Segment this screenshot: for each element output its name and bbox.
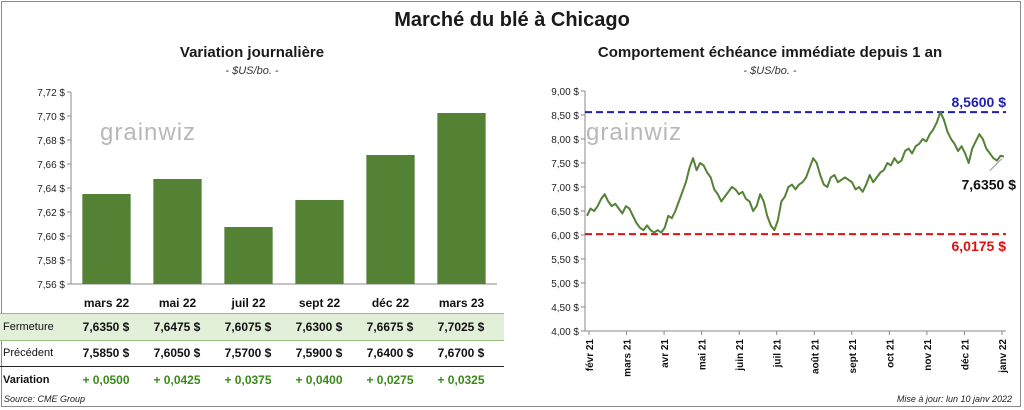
left-chart-title: Variation journalière [179, 44, 325, 61]
x-tick-label: juil 21 [773, 339, 784, 369]
y-tick-label: 6,50 $ [551, 207, 579, 218]
bar [295, 200, 344, 284]
x-tick-label: nov 21 [923, 339, 934, 371]
table-row-label: Variation [3, 374, 50, 386]
table-row-fermeture: Fermeture 7,6350 $ 7,6475 $ 7,6075 $ 7,6… [0, 313, 504, 341]
update-note: Mise à jour: lun 10 janv 2022 [896, 394, 1012, 404]
table-row-label: Précédent [3, 347, 54, 359]
table-cell-positive: + 0,0500 [82, 373, 130, 387]
y-tick-label: 7,72 $ [37, 88, 65, 99]
x-tick-label: oct 21 [885, 339, 896, 368]
table-cell: 7,5850 $ [82, 346, 130, 360]
table-cell: 7,6400 $ [366, 346, 414, 360]
low-label: 6,0175 $ [952, 238, 1007, 254]
x-tick-label: sept 22 [299, 296, 341, 310]
y-tick-label: 7,58 $ [37, 256, 65, 267]
table-cell: 7,6050 $ [153, 346, 201, 360]
table-cell: 7,6350 $ [82, 320, 130, 334]
x-tick-label: sept 21 [848, 339, 859, 374]
x-tick-label: déc 21 [960, 339, 971, 371]
bar [82, 194, 131, 284]
x-tick-label: déc 22 [372, 296, 410, 310]
x-tick-label: mars 22 [84, 296, 130, 310]
x-tick-label: juil 22 [230, 296, 265, 310]
table-cell: 7,6675 $ [366, 320, 414, 334]
table-cell: 7,6475 $ [153, 320, 201, 334]
y-tick-label: 6,00 $ [551, 231, 579, 242]
x-tick-label: févr 21 [585, 339, 596, 372]
table-row-label: Fermeture [3, 321, 54, 333]
line-chart: grainwiz 4,00 $ 4,50 $ 5,00 $ 5,50 $ 6,00 $ 6… [551, 87, 1017, 377]
table-cell: 7,6075 $ [224, 320, 272, 334]
y-tick-label: 8,00 $ [551, 135, 579, 146]
bar-chart: grainwiz 7,56 $ 7,58 $ 7,60 $ 7,62 $ 7,64 $ 7… [37, 88, 497, 310]
table-cell: 7,6700 $ [437, 346, 485, 360]
y-tick-label: 7,70 $ [37, 112, 65, 123]
table-cell-positive: + 0,0375 [224, 373, 272, 387]
y-tick-label: 4,50 $ [551, 303, 579, 314]
x-tick-label: juin 21 [735, 339, 746, 372]
price-series-line [586, 111, 1005, 234]
y-tick-label: 7,60 $ [37, 232, 65, 243]
table-row-precedent: Précédent 7,5850 $ 7,6050 $ 7,5700 $ 7,5… [0, 340, 504, 367]
bar [224, 227, 273, 284]
table-cell: 7,5900 $ [295, 346, 343, 360]
y-tick-label: 7,50 $ [551, 159, 579, 170]
table-cell: 7,5700 $ [224, 346, 272, 360]
right-chart-title: Comportement échéance immédiate depuis 1… [597, 44, 943, 61]
table-cell: 7,7025 $ [437, 320, 485, 334]
table-cell-positive: + 0,0325 [437, 373, 485, 387]
bar [153, 179, 202, 284]
bar [366, 155, 415, 284]
x-tick-label: mai 21 [698, 339, 709, 371]
y-tick-label: 5,00 $ [551, 279, 579, 290]
y-tick-label: 9,00 $ [551, 87, 579, 98]
table-cell-positive: + 0,0275 [366, 373, 414, 387]
right-chart-unit: - $US/bo. - [743, 65, 797, 77]
x-tick-label: août 21 [810, 339, 821, 374]
y-tick-label: 7,68 $ [37, 136, 65, 147]
y-tick-label: 7,56 $ [37, 280, 65, 291]
y-tick-label: 7,66 $ [37, 160, 65, 171]
y-tick-label: 7,64 $ [37, 184, 65, 195]
y-tick-label: 7,00 $ [551, 183, 579, 194]
y-tick-label: 8,50 $ [551, 111, 579, 122]
table-row-variation: Variation + 0,0500 + 0,0425 + 0,0375 + 0… [0, 367, 504, 393]
x-tick-label: janv 22 [998, 339, 1009, 374]
x-tick-label: mai 22 [159, 296, 197, 310]
left-chart-unit: - $US/bo. - [225, 65, 279, 77]
table-cell: 7,6300 $ [295, 320, 343, 334]
source-note: Source: CME Group [4, 394, 86, 404]
right-watermark: grainwiz [586, 119, 682, 146]
high-label: 8,5600 $ [952, 94, 1007, 110]
x-tick-label: mars 23 [439, 296, 485, 310]
last-value-label: 7,6350 $ [962, 177, 1017, 193]
main-title: Marché du blé à Chicago [394, 9, 630, 31]
table-cell-positive: + 0,0400 [295, 373, 343, 387]
bar [437, 113, 486, 284]
y-tick-label: 5,50 $ [551, 255, 579, 266]
x-tick-label: avr 21 [660, 339, 671, 368]
table-cell-positive: + 0,0425 [153, 373, 201, 387]
last-value-leader [989, 158, 1003, 171]
y-tick-label: 7,62 $ [37, 208, 65, 219]
x-tick-label: mars 21 [623, 339, 634, 377]
y-tick-label: 4,00 $ [551, 327, 579, 338]
left-watermark: grainwiz [100, 119, 196, 146]
